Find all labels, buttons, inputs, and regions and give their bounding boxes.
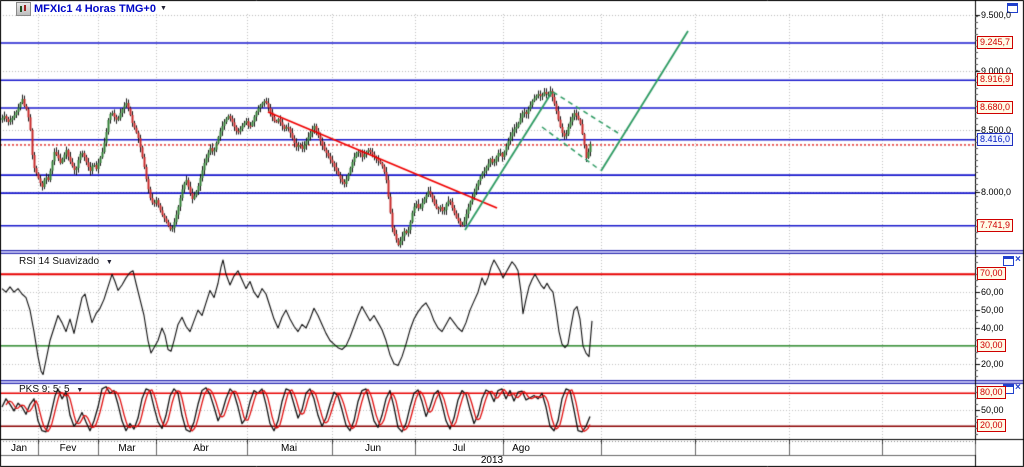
year-label: 2013 — [480, 455, 504, 466]
chevron-down-icon[interactable]: ▼ — [76, 387, 84, 394]
month-label-fev: Fev — [59, 443, 77, 454]
month-label-jun: Jun — [364, 443, 382, 454]
rsi-level-label: 30,00 — [977, 339, 1006, 352]
restore-icon[interactable] — [1003, 256, 1014, 266]
rsi-axis-tick-label: 50,00 — [981, 305, 1004, 315]
chevron-down-icon[interactable]: ▼ — [159, 5, 167, 12]
month-label-jul: Jul — [452, 443, 466, 454]
instrument-title: MFXIc1 4 Horas TMG+0 — [34, 2, 156, 15]
restore-icon[interactable] — [1007, 3, 1018, 13]
pks-indicator-label: PKS 9; 5; 5 — [19, 384, 70, 395]
month-label-jan: Jan — [10, 443, 28, 454]
pks-level-label: 80,00 — [977, 386, 1006, 399]
pks-indicator-header[interactable]: PKS 9; 5; 5 ▼ — [19, 384, 83, 395]
rsi-indicator-label: RSI 14 Suavizado — [19, 256, 100, 267]
month-label-mar: Mar — [118, 443, 136, 454]
price-level-label: 8.916,9 — [977, 73, 1014, 86]
pks-axis-tick-label: 50,00 — [981, 405, 1004, 415]
price-axis-tick-label: 8.500,0 — [981, 125, 1012, 135]
chevron-down-icon[interactable]: ▼ — [105, 259, 113, 266]
month-label-ago: Ago — [512, 443, 530, 454]
price-level-label: 8.680,0 — [977, 101, 1014, 114]
instrument-selector[interactable]: MFXIc1 4 Horas TMG+0 ▼ — [16, 1, 167, 16]
rsi-axis-tick-label: 20,00 — [981, 359, 1004, 369]
price-level-label: 9.245,7 — [977, 36, 1014, 49]
price-axis-tick-label: 9.000,0 — [981, 66, 1012, 76]
instrument-chart-icon — [16, 1, 31, 16]
close-icon[interactable]: × — [1015, 382, 1021, 393]
rsi-level-label: 70,00 — [977, 267, 1006, 280]
rsi-axis-tick-label: 60,00 — [981, 287, 1004, 297]
price-axis-tick-label: 9.500,0 — [981, 10, 1012, 20]
month-label-mai: Mai — [280, 443, 298, 454]
pks-level-label: 20,00 — [977, 419, 1006, 432]
price-level-label: 8.416,0 — [977, 133, 1014, 146]
rsi-indicator-header[interactable]: RSI 14 Suavizado ▼ — [19, 256, 113, 267]
month-label-abr: Abr — [193, 443, 209, 454]
close-icon[interactable]: × — [1015, 254, 1021, 265]
price-axis-tick-label: 8.000,0 — [981, 187, 1012, 197]
price-level-label: 7.741,9 — [977, 219, 1014, 232]
rsi-axis-tick-label: 40,00 — [981, 323, 1004, 333]
